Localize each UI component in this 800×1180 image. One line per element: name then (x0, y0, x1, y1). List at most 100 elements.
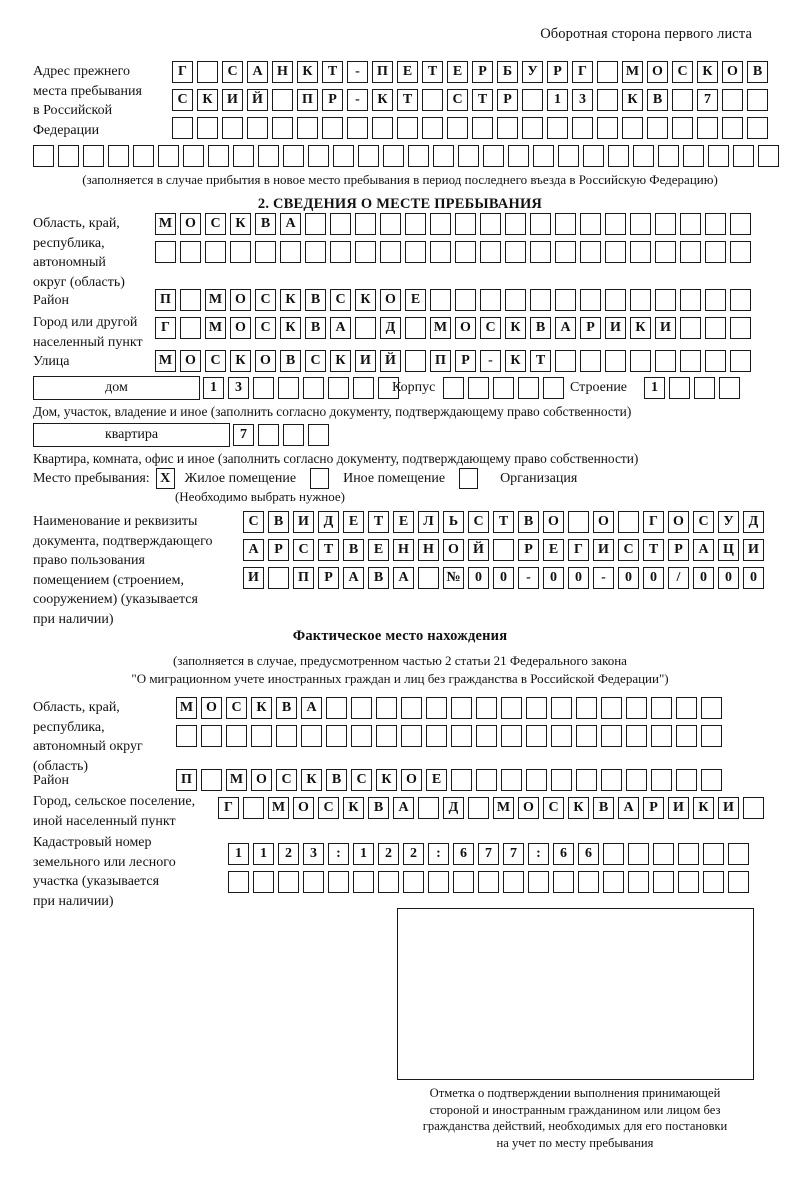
region-cell-3[interactable]: К (230, 213, 251, 235)
document-cell-20[interactable]: И (743, 539, 764, 561)
korpus-cell-1[interactable] (468, 377, 489, 399)
district-cell-16[interactable] (555, 289, 576, 311)
street-cell-6[interactable]: С (305, 350, 326, 372)
document-cell-16[interactable]: Г (643, 511, 664, 533)
district-cell-22[interactable] (705, 289, 726, 311)
actual-district-cell-11[interactable] (451, 769, 472, 791)
actual-region-cell-8[interactable] (376, 725, 397, 747)
prev-address-row-3[interactable] (172, 117, 772, 139)
actual-region-cell-8[interactable] (376, 697, 397, 719)
cadastral-cell-20[interactable] (728, 871, 749, 893)
house-cell-5[interactable] (328, 377, 349, 399)
street-cell-19[interactable] (630, 350, 651, 372)
prev-address-cell-1[interactable]: К (197, 89, 218, 111)
region-cell-15[interactable] (530, 213, 551, 235)
city-cell-8[interactable] (355, 317, 376, 339)
document-cell-5[interactable]: В (368, 567, 389, 589)
prev-address-cell-23[interactable] (747, 117, 768, 139)
prev-address-cell-4[interactable] (272, 89, 293, 111)
prev-address-wide-cell-21[interactable] (558, 145, 579, 167)
document-cell-5[interactable]: Е (368, 539, 389, 561)
region-cell-1[interactable] (180, 241, 201, 263)
region-cell-19[interactable] (630, 241, 651, 263)
actual-region-cell-17[interactable] (601, 725, 622, 747)
region-cell-6[interactable] (305, 213, 326, 235)
prev-address-cell-5[interactable] (297, 117, 318, 139)
stroenie-cell-1[interactable] (669, 377, 690, 399)
district-cell-7[interactable]: С (330, 289, 351, 311)
document-cell-0[interactable]: И (243, 567, 264, 589)
street-cell-12[interactable]: Р (455, 350, 476, 372)
prev-address-cell-13[interactable]: Р (497, 89, 518, 111)
actual-district-cell-2[interactable]: М (226, 769, 247, 791)
region-cell-0[interactable] (155, 241, 176, 263)
city-cell-13[interactable]: С (480, 317, 501, 339)
document-cell-18[interactable]: С (693, 511, 714, 533)
prev-address-cell-19[interactable]: О (647, 61, 668, 83)
city-cell-3[interactable]: О (230, 317, 251, 339)
cadastral-cell-7[interactable] (403, 871, 424, 893)
prev-address-wide-cell-29[interactable] (758, 145, 779, 167)
document-cell-1[interactable]: В (268, 511, 289, 533)
prev-address-cell-23[interactable]: В (747, 61, 768, 83)
korpus-row[interactable] (443, 377, 568, 399)
house-cell-7[interactable] (378, 377, 399, 399)
city-cell-2[interactable]: М (205, 317, 226, 339)
document-cell-4[interactable]: В (343, 539, 364, 561)
prev-address-cell-18[interactable]: К (622, 89, 643, 111)
document-cell-10[interactable]: 0 (493, 567, 514, 589)
prev-address-cell-15[interactable]: 1 (547, 89, 568, 111)
document-cell-11[interactable]: В (518, 511, 539, 533)
actual-region-cell-15[interactable] (551, 697, 572, 719)
region-cell-14[interactable] (505, 241, 526, 263)
region-cell-8[interactable] (355, 213, 376, 235)
prev-address-wide-cell-28[interactable] (733, 145, 754, 167)
actual-district-cell-4[interactable]: С (276, 769, 297, 791)
document-cell-4[interactable]: А (343, 567, 364, 589)
checkbox-other-premises[interactable] (310, 468, 330, 489)
document-cell-8[interactable]: № (443, 567, 464, 589)
cadastral-cell-2[interactable]: 2 (278, 843, 299, 865)
street-cell-0[interactable]: М (155, 350, 176, 372)
document-cell-19[interactable]: У (718, 511, 739, 533)
document-cell-16[interactable]: Т (643, 539, 664, 561)
prev-address-cell-0[interactable] (172, 117, 193, 139)
document-cell-1[interactable] (268, 567, 289, 589)
district-cell-8[interactable]: К (355, 289, 376, 311)
cadastral-cell-3[interactable] (303, 871, 324, 893)
region-cell-15[interactable] (530, 241, 551, 263)
prev-address-wide-cell-15[interactable] (408, 145, 429, 167)
prev-address-cell-6[interactable]: Т (322, 61, 343, 83)
actual-region-cell-10[interactable] (426, 725, 447, 747)
cadastral-cell-10[interactable] (478, 871, 499, 893)
district-cell-18[interactable] (605, 289, 626, 311)
prev-address-cell-11[interactable]: Е (447, 61, 468, 83)
document-cell-2[interactable]: С (293, 539, 314, 561)
document-cell-19[interactable]: Ц (718, 539, 739, 561)
document-cell-17[interactable]: О (668, 511, 689, 533)
city-cell-17[interactable]: Р (580, 317, 601, 339)
prev-address-cell-21[interactable] (697, 117, 718, 139)
cadastral-cell-12[interactable]: : (528, 843, 549, 865)
street-cell-22[interactable] (705, 350, 726, 372)
prev-address-cell-7[interactable] (347, 117, 368, 139)
region-cell-0[interactable]: М (155, 213, 176, 235)
prev-address-cell-16[interactable]: 3 (572, 89, 593, 111)
prev-address-wide-cell-26[interactable] (683, 145, 704, 167)
prev-address-cell-4[interactable] (272, 117, 293, 139)
prev-address-cell-16[interactable] (572, 117, 593, 139)
prev-address-cell-15[interactable]: Р (547, 61, 568, 83)
prev-address-row-4[interactable] (33, 145, 783, 167)
prev-address-wide-cell-24[interactable] (633, 145, 654, 167)
actual-region-cell-6[interactable] (326, 697, 347, 719)
korpus-cell-2[interactable] (493, 377, 514, 399)
prev-address-cell-10[interactable]: Т (422, 61, 443, 83)
region-cell-2[interactable]: С (205, 213, 226, 235)
region-cell-22[interactable] (705, 241, 726, 263)
street-cell-8[interactable]: И (355, 350, 376, 372)
document-cell-17[interactable]: Р (668, 539, 689, 561)
document-cell-4[interactable]: Е (343, 511, 364, 533)
cadastral-cell-10[interactable]: 7 (478, 843, 499, 865)
